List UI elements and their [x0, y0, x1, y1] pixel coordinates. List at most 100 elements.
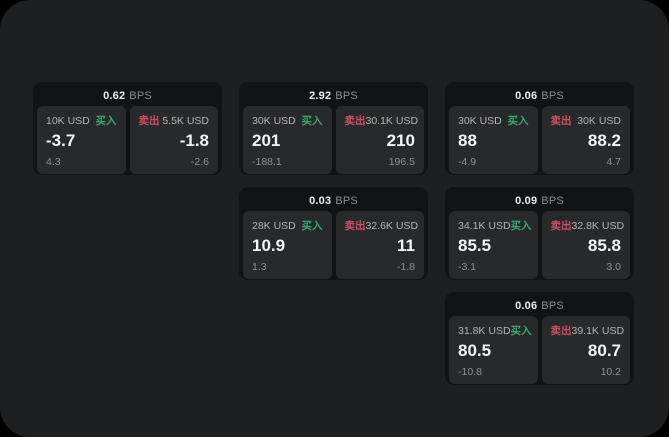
sell-side-label: 卖出 [550, 325, 572, 337]
panels-row: 28K USD 买入 10.9 1.3 卖出 32.6K USD 11 -1.8 [243, 211, 424, 279]
buy-side-label: 买入 [95, 115, 117, 127]
buy-price: 10.9 [252, 236, 286, 255]
sell-price: -1.8 [179, 131, 209, 150]
buy-price: 85.5 [458, 236, 492, 255]
sell-panel[interactable]: 卖出 32.8K USD 85.8 3.0 [541, 211, 630, 279]
sell-panel-header: 卖出 32.6K USD [344, 218, 419, 233]
buy-amount: 10K USD [46, 115, 90, 127]
sell-amount: 39.1K USD [571, 325, 625, 337]
quote-card: 0.03 BPS 28K USD 买入 10.9 1.3 卖出 32.6K USD… [239, 187, 428, 280]
buy-panel[interactable]: 28K USD 买入 10.9 1.3 [243, 211, 332, 279]
buy-side-label: 买入 [507, 115, 529, 127]
panels-row: 10K USD 买入 -3.7 4.3 卖出 5.5K USD -1.8 -2.… [37, 106, 218, 174]
sell-panel[interactable]: 卖出 5.5K USD -1.8 -2.6 [129, 106, 218, 174]
sell-side-label: 卖出 [344, 115, 366, 127]
bps-unit-label: BPS [541, 90, 564, 102]
buy-delta: -10.8 [458, 366, 482, 378]
sell-delta: -2.6 [190, 156, 209, 168]
bps-value: 2.92 [309, 90, 332, 102]
buy-side-label: 买入 [301, 220, 323, 232]
buy-amount: 30K USD [458, 115, 502, 127]
card-header: 0.06 BPS [449, 296, 630, 316]
sell-panel[interactable]: 卖出 32.6K USD 11 -1.8 [335, 211, 424, 279]
quote-card-grid: 0.62 BPS 10K USD 买入 -3.7 4.3 卖出 5.5K USD … [33, 82, 634, 385]
quote-card: 2.92 BPS 30K USD 买入 201 -188.1 卖出 30.1K U… [239, 82, 428, 175]
quote-card: 0.62 BPS 10K USD 买入 -3.7 4.3 卖出 5.5K USD … [33, 82, 222, 175]
buy-side-label: 买入 [301, 115, 323, 127]
sell-delta: 4.7 [606, 156, 621, 168]
buy-delta: -4.9 [458, 156, 477, 168]
card-header: 2.92 BPS [243, 86, 424, 106]
sell-price: 88.2 [587, 131, 621, 150]
sell-amount: 32.6K USD [365, 220, 419, 232]
card-header: 0.03 BPS [243, 191, 424, 211]
buy-panel[interactable]: 31.8K USD 买入 80.5 -10.8 [449, 316, 538, 384]
sell-panel-header: 卖出 5.5K USD [139, 113, 210, 128]
sell-amount: 5.5K USD [162, 115, 209, 127]
sell-price: 11 [397, 236, 415, 255]
buy-panel[interactable]: 10K USD 买入 -3.7 4.3 [37, 106, 126, 174]
card-header: 0.06 BPS [449, 86, 630, 106]
buy-panel[interactable]: 30K USD 买入 201 -188.1 [243, 106, 332, 174]
buy-amount: 30K USD [252, 115, 296, 127]
bps-unit-label: BPS [335, 195, 358, 207]
sell-delta: -1.8 [396, 261, 415, 273]
buy-price: 80.5 [458, 341, 492, 360]
bps-value: 0.62 [103, 90, 126, 102]
buy-amount: 28K USD [252, 220, 296, 232]
buy-panel[interactable]: 34.1K USD 买入 85.5 -3.1 [449, 211, 538, 279]
sell-price: 80.7 [587, 341, 621, 360]
panels-row: 30K USD 买入 88 -4.9 卖出 30K USD 88.2 4.7 [449, 106, 630, 174]
bps-value: 0.06 [515, 300, 538, 312]
sell-panel[interactable]: 卖出 39.1K USD 80.7 10.2 [541, 316, 630, 384]
bps-unit-label: BPS [129, 90, 152, 102]
buy-panel-header: 10K USD 买入 [46, 113, 117, 128]
sell-panel-header: 卖出 30.1K USD [344, 113, 419, 128]
sell-panel-header: 卖出 30K USD [551, 113, 622, 128]
bps-value: 0.09 [515, 195, 538, 207]
sell-side-label: 卖出 [344, 220, 366, 232]
buy-side-label: 买入 [510, 220, 532, 232]
sell-delta: 3.0 [606, 261, 621, 273]
buy-amount: 34.1K USD [458, 220, 511, 232]
buy-panel[interactable]: 30K USD 买入 88 -4.9 [449, 106, 538, 174]
sell-delta: 196.5 [388, 156, 415, 168]
buy-panel-header: 30K USD 买入 [252, 113, 323, 128]
sell-price: 85.8 [587, 236, 621, 255]
buy-delta: 1.3 [252, 261, 267, 273]
card-header: 0.62 BPS [37, 86, 218, 106]
bps-unit-label: BPS [335, 90, 358, 102]
buy-side-label: 买入 [510, 325, 532, 337]
quote-card: 0.06 BPS 30K USD 买入 88 -4.9 卖出 30K USD 88… [445, 82, 634, 175]
panels-row: 31.8K USD 买入 80.5 -10.8 卖出 39.1K USD 80.… [449, 316, 630, 384]
buy-delta: -3.1 [458, 261, 477, 273]
sell-side-label: 卖出 [550, 220, 572, 232]
buy-panel-header: 31.8K USD 买入 [458, 323, 532, 338]
quote-card: 0.09 BPS 34.1K USD 买入 85.5 -3.1 卖出 32.8K … [445, 187, 634, 280]
panels-row: 30K USD 买入 201 -188.1 卖出 30.1K USD 210 1… [243, 106, 424, 174]
buy-amount: 31.8K USD [458, 325, 511, 337]
sell-amount: 32.8K USD [571, 220, 625, 232]
bps-unit-label: BPS [541, 195, 564, 207]
buy-panel-header: 28K USD 买入 [252, 218, 323, 233]
buy-price: 201 [252, 131, 281, 150]
panels-row: 34.1K USD 买入 85.5 -3.1 卖出 32.8K USD 85.8… [449, 211, 630, 279]
sell-panel-header: 卖出 32.8K USD [550, 218, 625, 233]
bps-value: 0.06 [515, 90, 538, 102]
bps-value: 0.03 [309, 195, 332, 207]
buy-delta: -188.1 [252, 156, 282, 168]
sell-side-label: 卖出 [550, 115, 572, 127]
bps-unit-label: BPS [541, 300, 564, 312]
sell-panel[interactable]: 卖出 30.1K USD 210 196.5 [335, 106, 424, 174]
quote-card: 0.06 BPS 31.8K USD 买入 80.5 -10.8 卖出 39.1K… [445, 292, 634, 385]
sell-panel-header: 卖出 39.1K USD [550, 323, 625, 338]
sell-delta: 10.2 [600, 366, 621, 378]
buy-panel-header: 30K USD 买入 [458, 113, 529, 128]
sell-panel[interactable]: 卖出 30K USD 88.2 4.7 [541, 106, 630, 174]
buy-price: -3.7 [46, 131, 76, 150]
sell-amount: 30.1K USD [365, 115, 419, 127]
card-header: 0.09 BPS [449, 191, 630, 211]
buy-delta: 4.3 [46, 156, 61, 168]
buy-price: 88 [458, 131, 477, 150]
